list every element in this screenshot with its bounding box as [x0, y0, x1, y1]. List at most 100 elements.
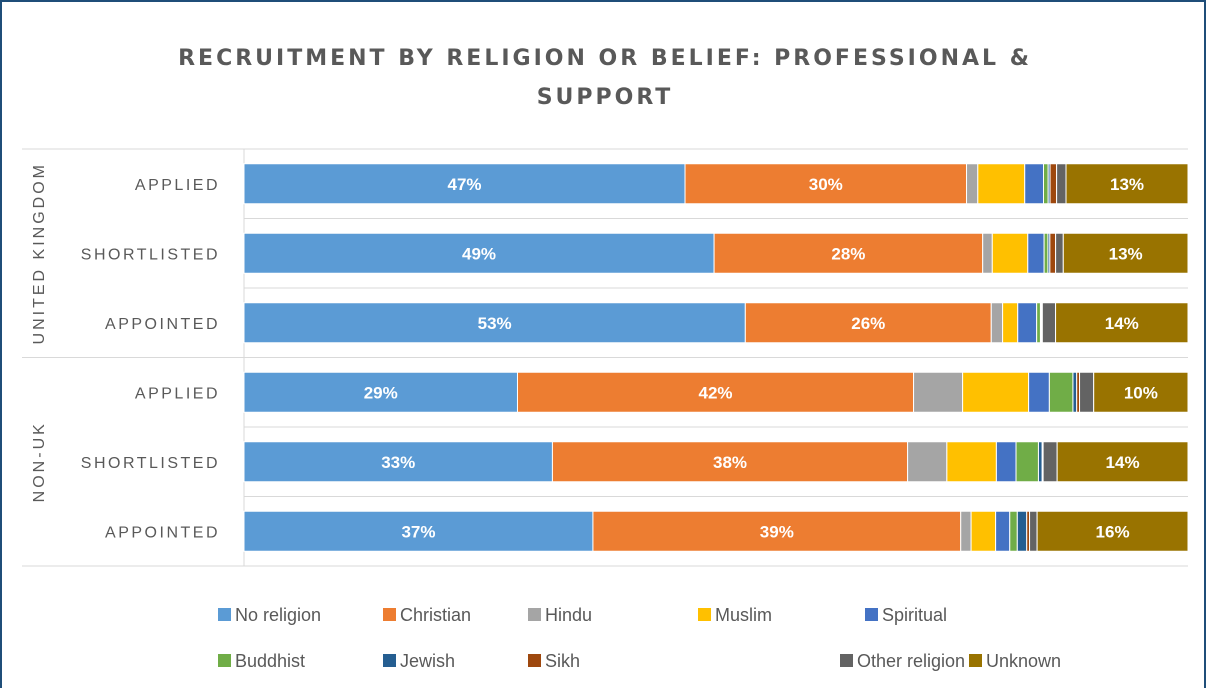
legend-label-no-religion: No religion — [235, 605, 321, 625]
bar-segment-buddhist — [1043, 232, 1049, 274]
bar-segment-no-religion — [243, 371, 518, 413]
legend-swatch-hindu — [528, 608, 541, 621]
bar-segment-spiritual — [1024, 163, 1044, 205]
bar-segment-sikh — [1049, 163, 1058, 205]
chart-title-line-2: SUPPORT — [536, 85, 674, 110]
category-label: SHORTLISTED — [81, 455, 220, 472]
legend-label-jewish: Jewish — [400, 651, 455, 671]
legend-label-muslim: Muslim — [715, 605, 772, 625]
bar-segment-unknown — [1093, 371, 1189, 413]
bar-segment-buddhist — [1036, 302, 1041, 344]
data-label-no-religion: 29% — [364, 383, 398, 402]
bar-segment-hindu — [907, 441, 948, 483]
bar-segment-hindu — [990, 302, 1004, 344]
bar-segment-muslim — [977, 163, 1026, 205]
bar-segment-jewish — [1037, 441, 1043, 483]
data-label-unknown: 14% — [1106, 453, 1140, 472]
bar-segment-hindu — [982, 232, 993, 274]
data-label-christian: 42% — [699, 383, 733, 402]
data-label-christian: 39% — [760, 522, 794, 541]
bar-segment-other-religion — [1056, 163, 1067, 205]
legend-swatch-christian — [383, 608, 396, 621]
bar-segment-christian — [592, 510, 962, 552]
data-label-unknown: 16% — [1096, 522, 1130, 541]
bar-segment-other-religion — [1041, 302, 1057, 344]
category-label: SHORTLISTED — [81, 246, 220, 263]
legend-label-spiritual: Spiritual — [882, 605, 947, 625]
bar-segment-no-religion — [243, 232, 715, 274]
group-label: NON-UK — [31, 421, 48, 502]
bar-segment-no-religion — [243, 163, 686, 205]
category-label: APPLIED — [135, 177, 220, 194]
bar-segment-muslim — [962, 371, 1030, 413]
legend-swatch-spiritual — [865, 608, 878, 621]
bar-segment-spiritual — [1017, 302, 1038, 344]
bar-segment-christian — [516, 371, 915, 413]
data-label-unknown: 13% — [1109, 244, 1143, 263]
bar-segment-unknown — [1065, 163, 1189, 205]
bar-segment-christian — [684, 163, 968, 205]
category-label: APPLIED — [135, 385, 220, 402]
bar-segment-other-religion — [1029, 510, 1038, 552]
data-label-no-religion: 47% — [448, 175, 482, 194]
legend-label-christian: Christian — [400, 605, 471, 625]
bar-segment-unknown — [1062, 232, 1189, 274]
data-label-unknown: 14% — [1105, 314, 1139, 333]
group-label: UNITED KINGDOM — [31, 162, 48, 344]
legend-label-buddhist: Buddhist — [235, 651, 305, 671]
bar-segment-christian — [713, 232, 984, 274]
bar-segment-no-religion — [243, 510, 594, 552]
data-label-no-religion: 33% — [381, 453, 415, 472]
bar-segment-spiritual — [995, 510, 1011, 552]
data-label-no-religion: 49% — [462, 244, 496, 263]
data-label-no-religion: 53% — [478, 314, 512, 333]
bar-segment-muslim — [946, 441, 997, 483]
bar-segment-other-religion — [1079, 371, 1095, 413]
bar-segment-other-religion — [1042, 441, 1058, 483]
legend-swatch-jewish — [383, 654, 396, 667]
legend-label-hindu: Hindu — [545, 605, 592, 625]
data-label-unknown: 13% — [1110, 175, 1144, 194]
category-label: APPOINTED — [105, 524, 220, 541]
bar-segment-no-religion — [243, 441, 553, 483]
legend-swatch-buddhist — [218, 654, 231, 667]
bar-segment-jewish — [1072, 371, 1078, 413]
legend-label-unknown: Unknown — [986, 651, 1061, 671]
legend-swatch-muslim — [698, 608, 711, 621]
legend-label-sikh: Sikh — [545, 651, 580, 671]
bar-segment-spiritual — [1027, 232, 1045, 274]
bar-segment-no-religion — [243, 302, 746, 344]
bar-segment-other-religion — [1055, 232, 1064, 274]
legend-swatch-no-religion — [218, 608, 231, 621]
bar-segment-muslim — [970, 510, 997, 552]
bar-segment-buddhist — [1042, 163, 1049, 205]
bar-segment-hindu — [960, 510, 972, 552]
chart-title-line-1: RECRUITMENT BY RELIGION OR BELIEF: PROFE… — [178, 46, 1032, 71]
bar-segment-spiritual — [1028, 371, 1050, 413]
bar-segment-buddhist — [1009, 510, 1018, 552]
data-label-christian: 38% — [713, 453, 747, 472]
bar-segment-jewish — [1016, 510, 1028, 552]
data-label-christian: 26% — [851, 314, 885, 333]
data-label-christian: 30% — [809, 175, 843, 194]
bar-segment-unknown — [1036, 510, 1189, 552]
legend-label-other-religion: Other religion — [857, 651, 965, 671]
bar-segment-sikh — [1049, 232, 1057, 274]
bar-segment-unknown — [1055, 302, 1189, 344]
bar-segment-christian — [744, 302, 992, 344]
legend-swatch-sikh — [528, 654, 541, 667]
bar-segment-unknown — [1056, 441, 1189, 483]
data-label-no-religion: 37% — [401, 522, 435, 541]
category-label: APPOINTED — [105, 316, 220, 333]
bar-segment-christian — [551, 441, 909, 483]
legend-swatch-other-religion — [840, 654, 853, 667]
bar-segment-buddhist — [1048, 371, 1074, 413]
data-label-christian: 28% — [831, 244, 865, 263]
legend-swatch-unknown — [969, 654, 982, 667]
bar-segment-hindu — [966, 163, 979, 205]
data-label-unknown: 10% — [1124, 383, 1158, 402]
bar-segment-muslim — [991, 232, 1029, 274]
bar-segment-muslim — [1002, 302, 1019, 344]
